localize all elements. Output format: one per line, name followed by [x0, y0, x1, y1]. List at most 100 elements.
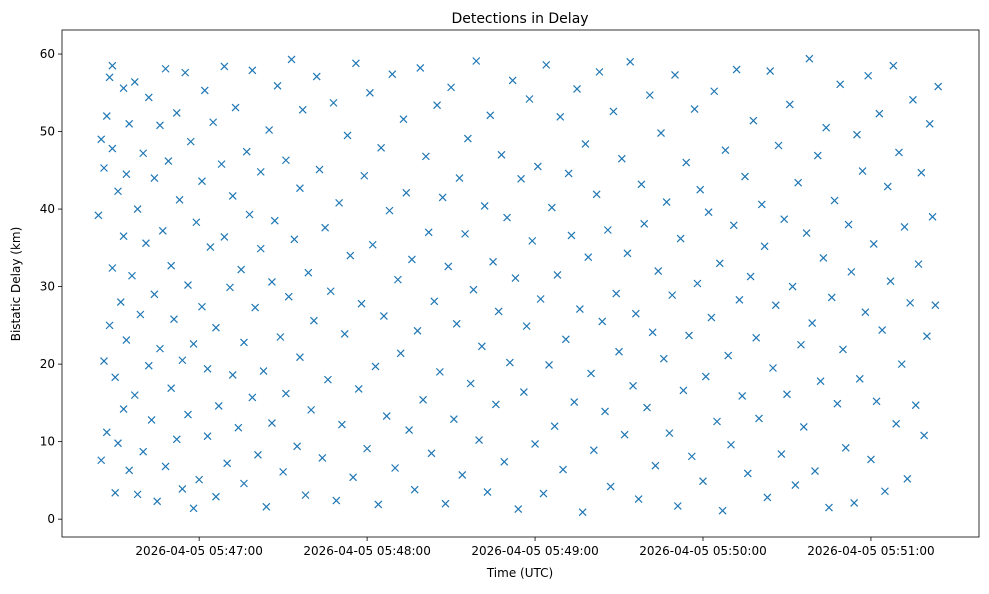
data-point — [743, 469, 752, 478]
data-point — [895, 148, 903, 157]
data-point — [508, 76, 517, 85]
data-point — [363, 444, 372, 453]
data-point — [312, 72, 321, 81]
data-point — [489, 257, 497, 266]
data-point — [153, 497, 162, 506]
data-point — [542, 60, 551, 69]
data-point — [475, 436, 483, 445]
data-point — [276, 333, 285, 341]
data-point — [240, 479, 248, 488]
data-point — [665, 429, 674, 438]
y-tick-label: 50 — [40, 125, 55, 139]
x-tick-label: 2026-04-05 05:51:00 — [807, 544, 934, 558]
data-point — [220, 233, 229, 241]
data-point — [472, 57, 481, 65]
data-point — [833, 399, 842, 408]
data-point — [673, 502, 682, 510]
data-point — [553, 271, 562, 279]
y-tick-label: 0 — [47, 512, 55, 526]
data-point — [858, 167, 867, 176]
data-point — [724, 351, 733, 360]
data-point — [186, 137, 195, 146]
data-point — [139, 149, 148, 158]
data-point — [657, 129, 665, 138]
y-tick-label: 60 — [40, 47, 55, 61]
data-point — [746, 272, 755, 281]
data-point — [181, 68, 190, 77]
x-axis-label: Time (UTC) — [486, 566, 553, 580]
data-point — [634, 495, 643, 503]
data-point — [869, 240, 878, 248]
data-point — [559, 465, 567, 474]
y-tick-label: 30 — [40, 280, 55, 294]
data-point — [584, 253, 593, 262]
data-point — [447, 83, 456, 92]
data-point — [346, 251, 355, 260]
data-point — [161, 64, 170, 73]
data-point — [480, 202, 489, 210]
data-point — [332, 496, 341, 505]
data-point — [713, 417, 721, 426]
x-tick-label: 2026-04-05 05:47:00 — [135, 544, 262, 558]
data-point — [855, 374, 864, 383]
data-point — [142, 239, 150, 248]
data-point — [130, 78, 139, 86]
data-point — [853, 130, 861, 139]
data-point — [248, 393, 257, 402]
data-point — [100, 164, 108, 172]
y-axis-label: Bistatic Delay (km) — [9, 227, 23, 342]
data-point — [441, 499, 450, 508]
data-point — [175, 195, 184, 204]
data-point — [382, 412, 391, 420]
data-point — [161, 462, 170, 471]
data-point — [377, 143, 386, 152]
data-point — [296, 184, 304, 193]
data-point — [785, 100, 794, 109]
data-point — [623, 249, 632, 258]
data-point — [189, 340, 198, 348]
data-point — [421, 152, 430, 161]
data-point — [693, 279, 702, 288]
data-point — [696, 185, 705, 194]
data-point — [273, 81, 282, 90]
data-point — [934, 82, 943, 91]
data-point — [368, 240, 377, 249]
data-point — [917, 168, 926, 177]
data-point — [108, 264, 117, 272]
data-point — [561, 335, 570, 344]
data-point — [500, 457, 509, 466]
data-point — [741, 172, 749, 181]
data-point — [671, 71, 679, 79]
data-point — [517, 174, 525, 183]
data-point — [413, 326, 422, 335]
data-point — [920, 431, 929, 440]
data-point — [396, 349, 405, 358]
data-point — [234, 423, 243, 432]
data-point — [351, 59, 360, 68]
data-point — [119, 232, 128, 241]
data-point — [212, 492, 220, 501]
data-point — [189, 504, 198, 513]
data-point — [329, 98, 338, 107]
data-point — [662, 198, 671, 207]
data-point — [114, 439, 122, 448]
data-point — [519, 388, 528, 396]
data-point — [150, 174, 159, 182]
data-point — [570, 398, 579, 407]
data-point — [897, 360, 906, 369]
data-point — [589, 446, 598, 455]
data-point — [97, 135, 106, 144]
data-point — [371, 362, 380, 371]
data-point — [841, 443, 850, 452]
data-point — [122, 336, 131, 345]
data-point — [172, 435, 181, 444]
data-point — [704, 208, 713, 217]
y-tick-label: 40 — [40, 202, 55, 216]
data-point — [231, 103, 240, 112]
data-point — [125, 119, 134, 128]
data-point — [97, 456, 106, 465]
data-point — [410, 485, 419, 494]
data-point — [494, 307, 503, 316]
data-point — [486, 111, 495, 120]
data-point — [629, 381, 637, 390]
